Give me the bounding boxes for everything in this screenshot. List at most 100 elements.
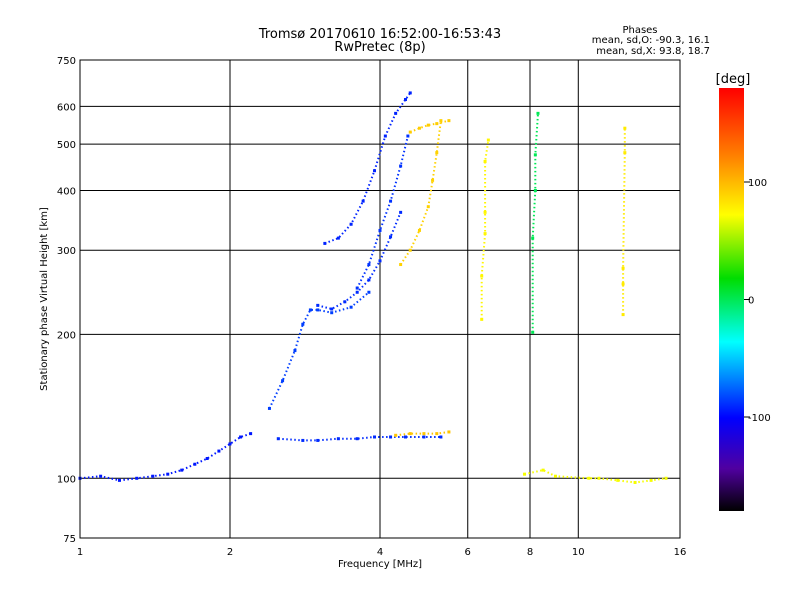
data-point [483,232,487,236]
data-point [587,476,591,480]
trace-line [524,469,667,484]
data-point [394,433,398,437]
trace-line [409,119,450,134]
data-point [180,468,184,472]
data-point [336,236,340,240]
data-point [483,159,487,163]
data-point [378,228,382,232]
data-point [533,153,537,157]
data-point [621,266,625,270]
colorbar-label: [deg] [716,72,751,87]
trace-line [399,120,442,266]
data-point [151,474,155,478]
data-point [367,278,371,282]
trace-line [531,113,539,333]
grid-lines [80,60,680,538]
y-tick-label: 100 [57,474,76,485]
data-point [389,235,393,239]
data-point [531,236,535,240]
x-tick-labels: 1 2 4 6 8 10 16 [77,547,687,558]
trace-line [324,92,412,245]
data-point [483,210,487,214]
y-tick-label: 75 [63,534,76,545]
x-tick-label: 4 [377,547,383,558]
data-point [308,308,312,312]
data-point [367,290,371,294]
chart-subtitle: RwPretec (8p) [334,40,425,55]
data-point [330,307,334,311]
x-tick-label: 6 [465,547,471,558]
data-point [228,442,232,446]
data-point [426,123,430,127]
x-tick-label: 1 [77,547,83,558]
data-point [316,308,320,312]
data-point [531,330,535,334]
trace-line [622,128,626,315]
data-point [367,263,371,267]
y-tick-label: 200 [57,330,76,341]
x-tick-label: 2 [227,547,233,558]
colorbar-tick-label: 100 [748,178,767,189]
data-point [373,169,377,173]
y-tick-label: 600 [57,102,76,113]
data-point [616,478,620,482]
data-point [281,379,285,383]
stats-x-line: mean, sd,X: 93.8, 18.7 [596,46,710,57]
y-tick-label: 750 [57,56,76,67]
data-point [408,91,412,95]
data-point [361,199,365,203]
data-point [533,188,537,192]
data-point [536,111,540,115]
trace-line [395,431,450,437]
data-point [408,432,412,436]
x-axis-label: Frequency [MHz] [338,559,422,570]
data-point [193,462,197,466]
data-point [664,476,668,480]
y-tick-labels: 75 100 200 300 400 500 600 750 [57,56,76,545]
data-point [399,263,403,267]
data-point [447,119,451,123]
trace-line [480,139,490,320]
y-tick-label: 300 [57,246,76,257]
plot-frame [79,59,681,539]
data-point [486,138,490,142]
data-point [267,406,271,410]
data-point [621,282,625,286]
data-point [355,437,359,441]
data-point [422,435,426,439]
colorbar [719,88,744,511]
trace-line [268,291,370,409]
stats-o-line: mean, sd,O: -90.3, 16.1 [592,35,710,46]
x-tick-label: 10 [572,547,585,558]
stats-heading: Phases [622,25,657,36]
data-point [621,313,625,317]
y-axis-label: Stationary phase Virtual Height [km] [39,207,50,391]
y-tick-label: 400 [57,186,76,197]
data-point [239,435,243,439]
data-point [480,274,484,278]
data-point [417,228,421,232]
data-point [623,126,627,130]
data-point [316,438,320,442]
data-point [439,119,443,123]
data-point [205,456,209,460]
colorbar-tick-label: -100 [748,413,771,424]
trace-line [79,432,251,482]
trace-line [278,436,441,442]
data-point [276,437,280,441]
data-point [431,178,435,182]
colorbar-ticks: 100 0 -100 [744,178,771,424]
data-point [403,98,407,102]
data-point [623,151,627,155]
y-tick-label: 500 [57,140,76,151]
data-point [249,432,253,436]
data-point [293,349,297,353]
x-tick-label: 8 [527,547,533,558]
colorbar-tick-label: 0 [748,296,754,307]
data-point [435,151,439,155]
x-tick-label: 16 [674,547,687,558]
data-point [399,210,403,214]
data-point [403,435,407,439]
data-point [541,468,545,472]
